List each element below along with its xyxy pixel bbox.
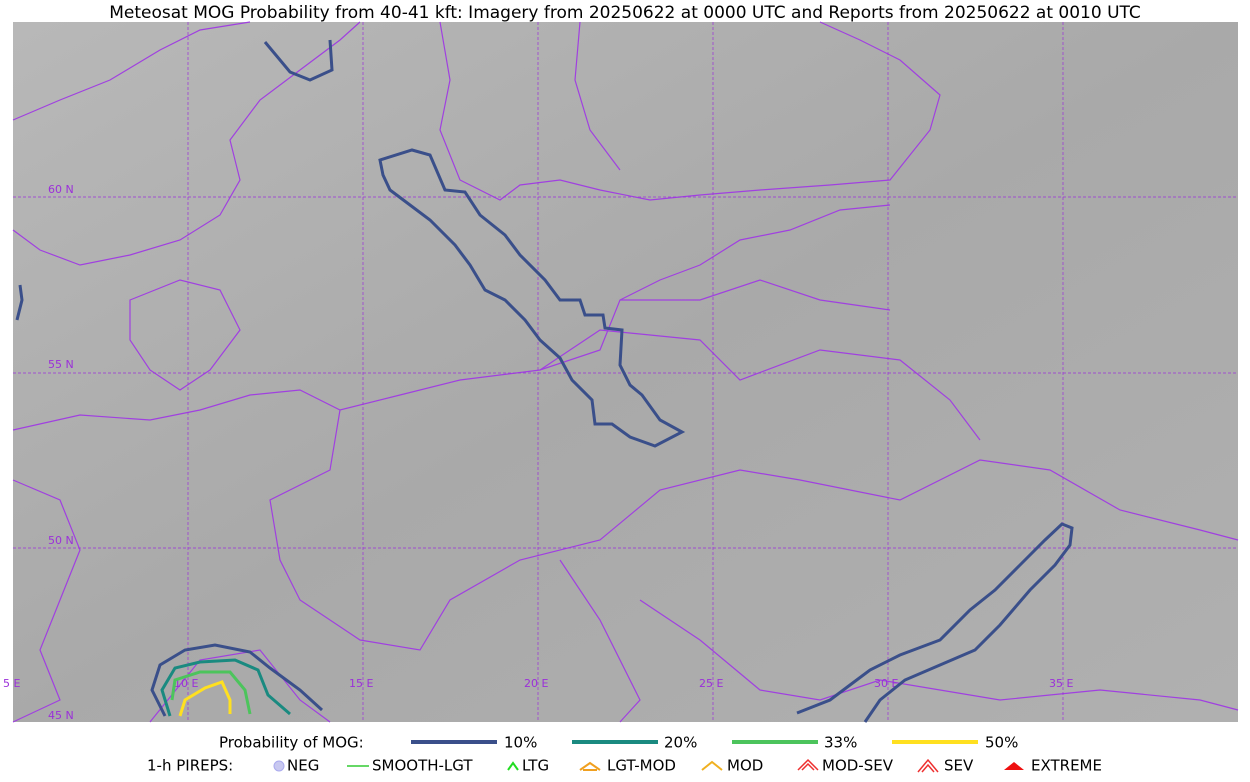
pirep-legend: 1-h PIREPS: NEG SMOOTH-LGT LTG LGT-MOD M… — [147, 757, 1102, 775]
contours — [15, 39, 1074, 723]
lon-label: 30 E — [874, 677, 898, 690]
pirep-label: NEG — [287, 757, 319, 775]
legend-title: Probability of MOG: — [219, 734, 364, 752]
lon-label: 10 E — [174, 677, 198, 690]
pirep-label: SMOOTH-LGT — [372, 757, 473, 775]
pirep-label: LGT-MOD — [607, 757, 676, 775]
pirep-label: EXTREME — [1031, 757, 1102, 775]
coastlines — [12, 21, 1239, 723]
legend: Probability of MOG: 10% 20% 33% 50% — [219, 734, 1018, 752]
legend-label: 50% — [985, 734, 1018, 752]
lat-label: 60 N — [48, 183, 74, 196]
pirep-label: SEV — [944, 757, 974, 775]
pirep-label: LTG — [522, 757, 549, 775]
lat-label: 55 N — [48, 358, 74, 371]
pirep-icon — [579, 761, 601, 771]
pirep-label: MOD — [727, 757, 763, 775]
lon-label: 25 E — [699, 677, 723, 690]
grid-labels: 60 N 55 N 50 N 45 N 5 E 10 E 15 E 20 E 2… — [3, 183, 1073, 722]
lat-label: 45 N — [48, 709, 74, 722]
lat-label: 50 N — [48, 534, 74, 547]
legend-label: 33% — [824, 734, 857, 752]
lon-label: 5 E — [3, 677, 20, 690]
lon-label: 15 E — [349, 677, 373, 690]
pirep-label: MOD-SEV — [822, 757, 894, 775]
legend-label: 10% — [504, 734, 537, 752]
pirep-icon — [1004, 762, 1024, 770]
title: Meteosat MOG Probability from 40-41 kft:… — [109, 3, 1141, 23]
pirep-icon — [507, 761, 519, 771]
lon-label: 20 E — [524, 677, 548, 690]
pirep-icon — [273, 760, 285, 772]
pirep-icon — [701, 760, 723, 771]
pirep-title: 1-h PIREPS: — [147, 757, 233, 775]
legend-label: 20% — [664, 734, 697, 752]
satellite-imagery — [13, 22, 1238, 722]
pirep-icon — [797, 758, 819, 771]
pirep-icon — [917, 758, 939, 773]
lon-label: 35 E — [1049, 677, 1073, 690]
